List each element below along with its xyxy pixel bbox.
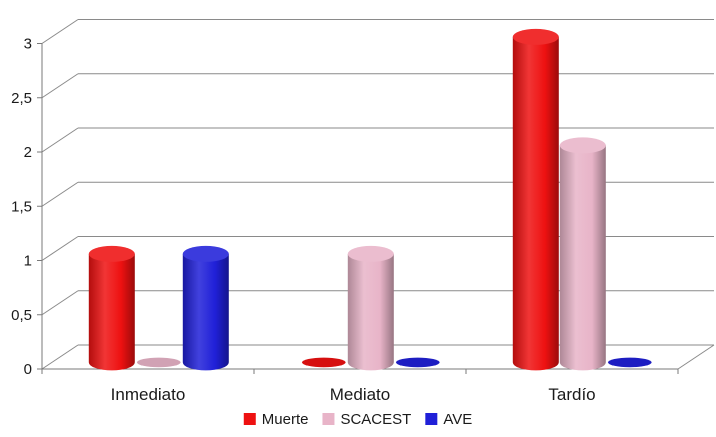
bar-cap — [182, 245, 229, 262]
bar-cap — [559, 137, 606, 154]
legend-label: SCACEST — [340, 411, 411, 428]
y-tick-label: 0 — [24, 361, 32, 378]
bar-ave-1 — [395, 357, 440, 368]
bar-ave-2 — [607, 357, 652, 368]
bar-ave-0 — [182, 245, 229, 371]
bar-zero-disc — [136, 357, 181, 368]
bar-scacest-1 — [347, 245, 394, 371]
bar-body — [88, 253, 135, 371]
bar-cap — [512, 28, 559, 45]
gridline-depth — [41, 19, 79, 44]
bar-body — [182, 253, 229, 371]
bar-body — [559, 145, 606, 371]
y-tick-labels: 0 0,5 1 1,5 2 2,5 3 — [11, 36, 32, 379]
gridline-depth — [41, 127, 79, 153]
bar-muerte-1 — [301, 357, 346, 368]
bar-scacest-0 — [136, 357, 181, 368]
bar-body — [512, 36, 559, 371]
category-label: Inmediato — [111, 385, 186, 404]
y-tick-label: 1,5 — [11, 198, 32, 215]
legend-swatch — [425, 413, 438, 425]
floor-edge — [677, 344, 715, 370]
legend-item-muerte: Muerte — [243, 411, 309, 428]
bar-zero-disc — [301, 357, 346, 368]
gridline-depth — [41, 344, 79, 370]
legend-label: Muerte — [262, 411, 309, 428]
gridline-depth — [41, 290, 79, 316]
category-label: Mediato — [330, 385, 390, 404]
bar-scacest-2 — [559, 137, 606, 371]
gridline-depth — [41, 73, 79, 99]
bar-cap — [88, 245, 135, 262]
category-labels: Inmediato Mediato Tardío — [111, 385, 596, 404]
legend-swatch — [322, 413, 335, 425]
gridline-depth — [41, 236, 79, 261]
bar-zero-disc — [395, 357, 440, 368]
bars — [88, 28, 652, 371]
bar-muerte-0 — [88, 245, 135, 371]
y-tick-label: 2,5 — [11, 90, 32, 107]
bar-zero-disc — [607, 357, 652, 368]
y-tick-label: 2 — [24, 144, 32, 161]
legend-swatch — [243, 413, 256, 425]
y-tick-label: 3 — [24, 36, 32, 53]
gridline-depth — [41, 181, 79, 207]
legend: Muerte SCACEST AVE — [243, 411, 472, 428]
legend-item-ave: AVE — [425, 411, 472, 428]
category-label: Tardío — [548, 385, 595, 404]
legend-label: AVE — [443, 411, 472, 428]
y-tick-label: 0,5 — [11, 307, 32, 324]
bar-cap — [347, 245, 394, 262]
legend-item-scacest: SCACEST — [322, 411, 411, 428]
bar-body — [347, 253, 394, 371]
y-tick-label: 1 — [24, 253, 32, 270]
bar-muerte-2 — [512, 28, 559, 371]
